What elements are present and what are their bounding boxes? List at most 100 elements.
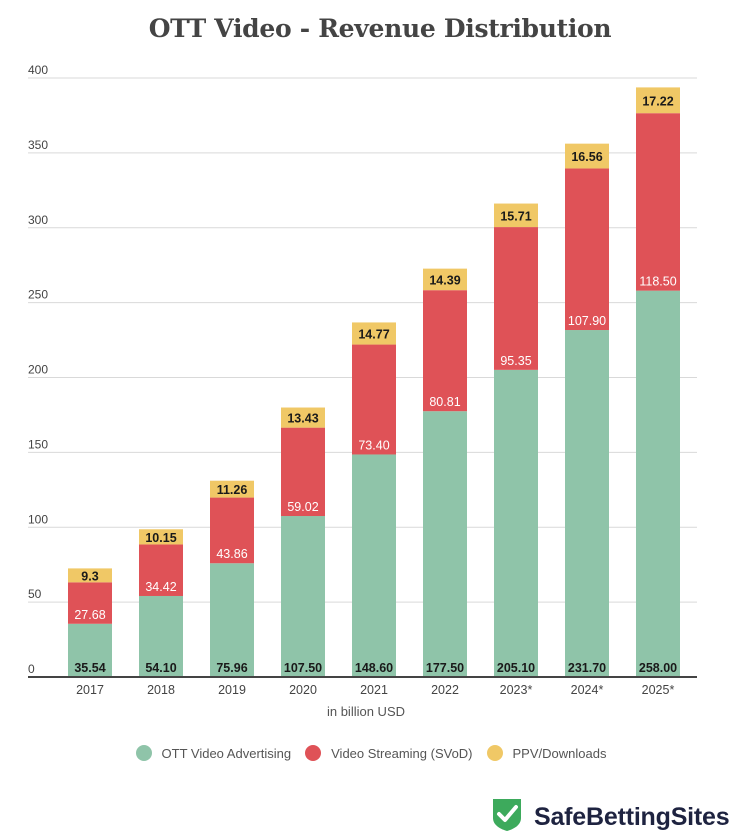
data-label: 15.71 (500, 209, 531, 223)
legend: OTT Video Advertising Video Streaming (S… (0, 745, 734, 761)
data-label: 35.54 (74, 661, 105, 675)
bar-segment[interactable] (423, 411, 467, 677)
bar-segment[interactable] (139, 595, 183, 677)
x-tick-label: 2022 (431, 683, 459, 697)
y-tick-label: 300 (28, 213, 48, 227)
data-label: 11.26 (217, 483, 248, 497)
data-label: 73.40 (358, 438, 389, 452)
brand-logo: SafeBettingSites (492, 798, 730, 837)
bar-segment[interactable] (423, 268, 467, 291)
y-tick-label: 50 (28, 587, 42, 601)
bar-segment[interactable] (352, 344, 396, 455)
stacked-bar-chart: 0 50 100 150 200 250 300 350 400 35.54 27.68 9.3 54… (28, 63, 697, 719)
bar-segment[interactable] (281, 516, 325, 677)
x-axis-ticks: 2017 2018 2019 2020 2021 2022 2023* 2024* 2025* (76, 683, 674, 697)
bar-segment[interactable] (636, 290, 680, 677)
bar-stack-2017: 35.54 27.68 9.3 (68, 568, 112, 677)
x-tick-label: 2024* (571, 683, 604, 697)
bars: 35.54 27.68 9.3 54.10 34.42 10.15 75.96 43.86 11… (68, 87, 680, 677)
legend-item-ppv-downloads[interactable]: PPV/Downloads (486, 745, 607, 761)
bar-segment[interactable] (352, 322, 396, 345)
bar-segment[interactable] (210, 497, 254, 564)
data-label: 34.42 (145, 580, 176, 594)
data-label: 16.56 (571, 150, 602, 164)
x-tick-label: 2018 (147, 683, 175, 697)
bar-segment[interactable] (565, 168, 609, 331)
data-label: 80.81 (429, 395, 460, 409)
data-label: 258.00 (639, 661, 677, 675)
legend-item-video-streaming[interactable]: Video Streaming (SVoD) (305, 745, 473, 761)
x-tick-label: 2025* (642, 683, 675, 697)
bar-segment[interactable] (281, 427, 325, 517)
y-axis-ticks: 0 50 100 150 200 250 300 350 400 (28, 63, 48, 676)
data-label: 43.86 (216, 547, 247, 561)
x-tick-label: 2017 (76, 683, 104, 697)
shield-check-icon (492, 798, 522, 837)
data-label: 9.3 (81, 569, 98, 583)
x-tick-label: 2020 (289, 683, 317, 697)
data-label: 231.70 (568, 661, 606, 675)
legend-label: PPV/Downloads (512, 745, 607, 761)
bar-stack-2018: 54.10 34.42 10.15 (139, 529, 183, 677)
x-axis-label: in billion USD (327, 704, 405, 719)
y-tick-label: 150 (28, 437, 48, 451)
legend-label: Video Streaming (SVoD) (331, 745, 473, 761)
bar-stack-2020: 107.50 59.02 13.43 (281, 407, 325, 677)
x-tick-label: 2019 (218, 683, 246, 697)
bar-stack-2021: 148.60 73.40 14.77 (352, 322, 396, 677)
data-label: 107.90 (568, 314, 606, 328)
data-label: 59.02 (287, 500, 318, 514)
data-label: 177.50 (426, 661, 464, 675)
bar-segment[interactable] (210, 480, 254, 498)
data-label: 205.10 (497, 661, 535, 675)
legend-swatch-icon (305, 745, 322, 761)
y-tick-label: 400 (28, 63, 48, 77)
bar-segment[interactable] (636, 113, 680, 291)
bar-segment[interactable] (636, 87, 680, 114)
data-label: 54.10 (145, 661, 176, 675)
bar-stack-2025: 258.00 118.50 17.22 (636, 87, 680, 677)
data-label: 10.15 (145, 531, 176, 545)
bar-segment[interactable] (423, 290, 467, 412)
data-label: 27.68 (74, 608, 105, 622)
bar-segment[interactable] (494, 203, 538, 228)
bar-segment[interactable] (68, 623, 112, 677)
data-label: 75.96 (216, 661, 247, 675)
chart-title: OTT Video - Revenue Distribution (148, 14, 612, 43)
y-tick-label: 350 (28, 138, 48, 152)
data-label: 14.39 (429, 273, 460, 287)
bar-segment[interactable] (281, 407, 325, 428)
bar-stack-2019: 75.96 43.86 11.26 (210, 480, 254, 677)
bar-segment[interactable] (68, 568, 112, 583)
bar-segment[interactable] (352, 454, 396, 677)
bar-segment[interactable] (494, 227, 538, 370)
bar-segment[interactable] (565, 330, 609, 677)
data-label: 95.35 (500, 354, 531, 368)
bar-segment[interactable] (139, 544, 183, 596)
data-label: 148.60 (355, 661, 393, 675)
bar-stack-2024: 231.70 107.90 16.56 (565, 143, 609, 677)
legend-label: OTT Video Advertising (161, 745, 292, 761)
bar-stack-2022: 177.50 80.81 14.39 (423, 268, 467, 677)
bar-segment[interactable] (494, 369, 538, 677)
x-tick-label: 2023* (500, 683, 533, 697)
brand-name: SafeBettingSites (534, 803, 730, 831)
bar-stack-2023: 205.10 95.35 15.71 (494, 203, 538, 677)
legend-item-ott-video-advertising[interactable]: OTT Video Advertising (135, 745, 292, 761)
legend-swatch-icon (486, 745, 503, 761)
data-label: 107.50 (284, 661, 322, 675)
y-tick-label: 100 (28, 512, 48, 526)
y-tick-label: 250 (28, 288, 48, 302)
data-label: 14.77 (358, 327, 389, 341)
y-tick-label: 0 (28, 662, 35, 676)
data-label: 118.50 (639, 275, 676, 289)
legend-swatch-icon (135, 745, 152, 761)
data-label: 13.43 (287, 412, 318, 426)
y-tick-label: 200 (28, 363, 48, 377)
x-tick-label: 2021 (360, 683, 388, 697)
bar-segment[interactable] (565, 143, 609, 169)
bar-segment[interactable] (139, 529, 183, 545)
bar-segment[interactable] (210, 563, 254, 677)
data-label: 17.22 (642, 94, 673, 108)
bar-segment[interactable] (68, 582, 112, 624)
